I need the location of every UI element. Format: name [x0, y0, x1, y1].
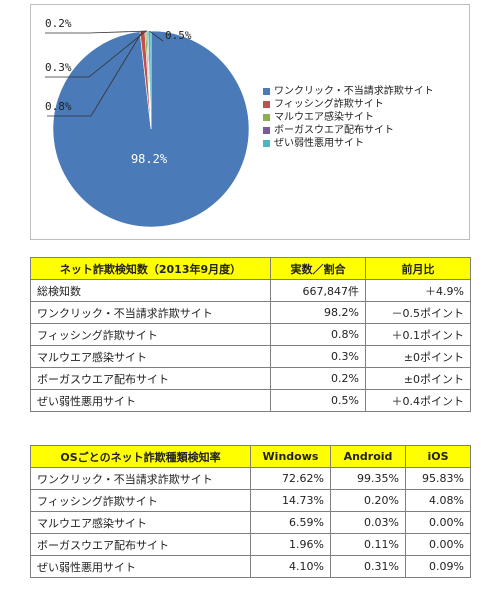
table-row: マルウエア感染サイト 6.59% 0.03% 0.00% — [30, 511, 471, 534]
legend-item: マルウエア感染サイト — [263, 111, 434, 124]
row-label-cell: ぜい弱性悪用サイト — [30, 555, 251, 578]
value-cell: ＋0.4ポイント — [365, 389, 471, 412]
table-row: ぜい弱性悪用サイト 4.10% 0.31% 0.09% — [30, 555, 471, 578]
value-cell: 0.20% — [330, 489, 406, 512]
table-row: ボーガスウエア配布サイト 0.2% ±0ポイント — [30, 367, 471, 390]
table-header-row: OSごとのネット詐欺種類検知率 Windows Android iOS — [30, 445, 471, 468]
value-cell: 14.73% — [250, 489, 331, 512]
value-cell: 0.09% — [405, 555, 471, 578]
row-label-cell: ぜい弱性悪用サイト — [30, 389, 271, 412]
pie-chart: 98.2% 0.8% 0.3% 0.2% 0.5% — [45, 17, 250, 228]
slice-data-label: 0.3% — [45, 61, 72, 74]
table-row: フィッシング詐欺サイト 14.73% 0.20% 4.08% — [30, 489, 471, 512]
table-row: マルウエア感染サイト 0.3% ±0ポイント — [30, 345, 471, 368]
label-leader-line — [149, 30, 164, 42]
column-header: OSごとのネット詐欺種類検知率 — [30, 445, 251, 468]
label-leader-line — [47, 31, 143, 117]
column-header: Android — [330, 445, 406, 468]
table-row: 総検知数 667,847件 ＋4.9% — [30, 279, 471, 302]
legend-label: フィッシング詐欺サイト — [274, 99, 384, 110]
value-cell: ±0ポイント — [365, 367, 471, 390]
legend-swatch — [263, 114, 270, 121]
value-cell: 0.2% — [270, 367, 366, 390]
value-cell: 0.00% — [405, 511, 471, 534]
os-detection-rate-table: OSごとのネット詐欺種類検知率 Windows Android iOS ワンクリック・… — [30, 445, 471, 578]
row-label-cell: ワンクリック・不当請求詐欺サイト — [30, 467, 251, 490]
legend-label: ボーガスウエア配布サイト — [274, 125, 394, 136]
value-cell: 72.62% — [250, 467, 331, 490]
value-cell: 6.59% — [250, 511, 331, 534]
value-cell: 0.5% — [270, 389, 366, 412]
value-cell: －0.5ポイント — [365, 301, 471, 324]
row-label-cell: フィッシング詐欺サイト — [30, 323, 271, 346]
value-cell: 0.31% — [330, 555, 406, 578]
legend-swatch — [263, 140, 270, 147]
column-header: iOS — [405, 445, 471, 468]
table-row: ボーガスウエア配布サイト 1.96% 0.11% 0.00% — [30, 533, 471, 556]
value-cell: ±0ポイント — [365, 345, 471, 368]
column-header: 実数／割合 — [270, 257, 366, 280]
value-cell: 0.3% — [270, 345, 366, 368]
label-leader-line — [45, 30, 148, 34]
legend-swatch — [263, 88, 270, 95]
chart-legend: ワンクリック・不当請求詐欺サイト フィッシング詐欺サイト マルウエア感染サイトボーガ… — [263, 85, 434, 150]
slice-data-label: 0.2% — [45, 17, 72, 30]
slice-data-label: 0.5% — [165, 29, 192, 42]
value-cell: 4.10% — [250, 555, 331, 578]
legend-item: ワンクリック・不当請求詐欺サイト — [263, 85, 434, 98]
row-label-cell: マルウエア感染サイト — [30, 511, 251, 534]
legend-item: ボーガスウエア配布サイト — [263, 124, 434, 137]
slice-data-label: 98.2% — [131, 152, 168, 166]
legend-item: フィッシング詐欺サイト — [263, 98, 434, 111]
value-cell: 4.08% — [405, 489, 471, 512]
value-cell: ＋0.1ポイント — [365, 323, 471, 346]
table-header-row: ネット詐欺検知数（2013年9月度） 実数／割合 前月比 — [30, 257, 471, 280]
table-row: フィッシング詐欺サイト 0.8% ＋0.1ポイント — [30, 323, 471, 346]
row-label-cell: ワンクリック・不当請求詐欺サイト — [30, 301, 271, 324]
value-cell: 95.83% — [405, 467, 471, 490]
value-cell: 0.8% — [270, 323, 366, 346]
value-cell: 0.00% — [405, 533, 471, 556]
table-row: ワンクリック・不当請求詐欺サイト 72.62% 99.35% 95.83% — [30, 467, 471, 490]
row-label-cell: マルウエア感染サイト — [30, 345, 271, 368]
row-label-cell: 総検知数 — [30, 279, 271, 302]
legend-item: ぜい弱性悪用サイト — [263, 137, 434, 150]
pie-chart-panel: 98.2% 0.8% 0.3% 0.2% 0.5% ワンクリック・不当請求詐欺サイト フィ… — [30, 4, 470, 240]
row-label-cell: ボーガスウエア配布サイト — [30, 533, 251, 556]
value-cell: 98.2% — [270, 301, 366, 324]
detection-summary-table: ネット詐欺検知数（2013年9月度） 実数／割合 前月比 総検知数 667,847件＋… — [30, 257, 471, 412]
value-cell: 0.11% — [330, 533, 406, 556]
legend-swatch — [263, 101, 270, 108]
legend-label: ぜい弱性悪用サイト — [274, 138, 364, 149]
slice-data-label: 0.8% — [45, 100, 72, 113]
row-label-cell: フィッシング詐欺サイト — [30, 489, 251, 512]
table-row: ぜい弱性悪用サイト 0.5% ＋0.4ポイント — [30, 389, 471, 412]
value-cell: 99.35% — [330, 467, 406, 490]
value-cell: 0.03% — [330, 511, 406, 534]
column-header: 前月比 — [365, 257, 471, 280]
column-header: ネット詐欺検知数（2013年9月度） — [30, 257, 271, 280]
row-label-cell: ボーガスウエア配布サイト — [30, 367, 271, 390]
table-row: ワンクリック・不当請求詐欺サイト 98.2% －0.5ポイント — [30, 301, 471, 324]
legend-label: マルウエア感染サイト — [274, 112, 374, 123]
legend-swatch — [263, 127, 270, 134]
value-cell: ＋4.9% — [365, 279, 471, 302]
legend-label: ワンクリック・不当請求詐欺サイト — [274, 86, 434, 97]
label-leader-line — [45, 30, 147, 78]
value-cell: 667,847件 — [270, 279, 366, 302]
column-header: Windows — [250, 445, 331, 468]
value-cell: 1.96% — [250, 533, 331, 556]
